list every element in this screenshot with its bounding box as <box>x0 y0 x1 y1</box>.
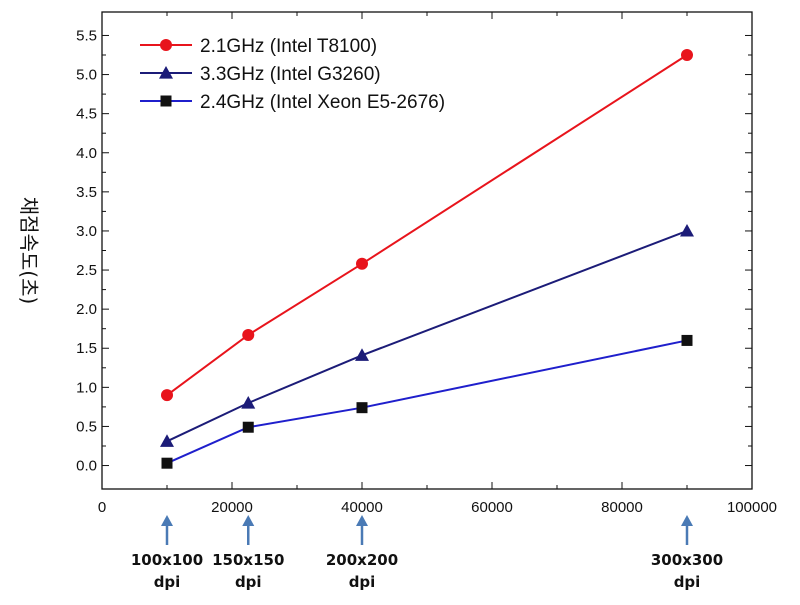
data-point <box>680 223 694 237</box>
dpi-label: dpi <box>349 573 376 591</box>
dpi-annotations: 100x100 dpi 150x150 dpi 200x200 dpi 300x300 dpi <box>131 515 723 591</box>
y-tick-label: 5.5 <box>76 27 97 44</box>
arrow-head <box>356 515 368 526</box>
legend-marker <box>160 39 172 51</box>
dpi-annotation: 200x200 dpi <box>326 515 398 591</box>
series-line <box>166 339 688 465</box>
legend-marker <box>159 66 173 79</box>
x-tick-label: 20000 <box>211 499 253 516</box>
legend-entry: 2.1GHz (Intel T8100) <box>140 36 377 57</box>
data-point <box>160 434 174 447</box>
y-tick-label: 1.5 <box>76 340 97 357</box>
dpi-label: 300x300 <box>651 551 723 569</box>
legend: 2.1GHz (Intel T8100) 3.3GHz (Intel G3260)… <box>140 36 445 113</box>
y-tick-label: 3.0 <box>76 223 97 240</box>
dpi-label: 150x150 <box>212 551 284 569</box>
data-point <box>356 402 368 414</box>
data-point <box>161 457 173 469</box>
arrow-head <box>161 515 173 526</box>
x-tick-label: 100000 <box>727 499 777 516</box>
series-line <box>166 230 688 443</box>
x-tick-label: 40000 <box>341 499 383 516</box>
y-tick-label: 1.0 <box>76 379 97 396</box>
data-point <box>242 328 255 341</box>
data-point <box>242 421 254 433</box>
arrow-head <box>681 515 693 526</box>
y-tick-label: 5.0 <box>76 67 97 84</box>
dpi-label: 200x200 <box>326 551 398 569</box>
series-2 <box>160 223 694 447</box>
dpi-annotation: 300x300 dpi <box>651 515 723 591</box>
y-axis-label: 채점속도(초) <box>17 197 41 305</box>
data-point <box>356 257 368 270</box>
data-point <box>681 334 693 346</box>
data-point <box>681 49 693 62</box>
legend-label: 2.1GHz (Intel T8100) <box>200 36 377 57</box>
legend-label: 3.3GHz (Intel G3260) <box>200 64 381 85</box>
y-tick-label: 2.5 <box>76 262 97 279</box>
dpi-label: 100x100 <box>131 551 203 569</box>
x-tick-label: 80000 <box>601 499 643 516</box>
axes: 0.0 0.5 1.0 1.5 2.0 2.5 3.0 3.5 4.0 4.5 5.0 5.5 0 200… <box>76 11 777 516</box>
legend-label: 2.4GHz (Intel Xeon E5-2676) <box>200 92 445 113</box>
dpi-label: dpi <box>235 573 262 591</box>
legend-entry: 3.3GHz (Intel G3260) <box>140 64 381 85</box>
arrow-head <box>242 515 255 526</box>
x-tick-label: 60000 <box>471 499 513 516</box>
dpi-label: dpi <box>674 573 701 591</box>
legend-marker <box>160 95 172 107</box>
y-tick-label: 4.0 <box>76 145 97 162</box>
data-point <box>355 348 369 361</box>
series-lines <box>160 49 694 469</box>
y-tick-label: 4.5 <box>76 106 97 123</box>
series-3 <box>161 334 693 469</box>
series-1 <box>161 49 693 402</box>
data-point <box>161 389 173 402</box>
legend-entry: 2.4GHz (Intel Xeon E5-2676) <box>140 92 445 113</box>
series-line <box>166 54 688 396</box>
dpi-annotation: 150x150 dpi <box>212 515 284 591</box>
dpi-annotation: 100x100 dpi <box>131 515 203 591</box>
x-tick-label: 0 <box>98 499 106 516</box>
y-tick-label: 2.0 <box>76 301 97 318</box>
y-tick-label: 3.5 <box>76 184 97 201</box>
data-point <box>241 395 256 409</box>
dpi-label: dpi <box>154 573 181 591</box>
y-tick-label: 0.0 <box>76 458 97 475</box>
y-tick-label: 0.5 <box>76 418 97 435</box>
